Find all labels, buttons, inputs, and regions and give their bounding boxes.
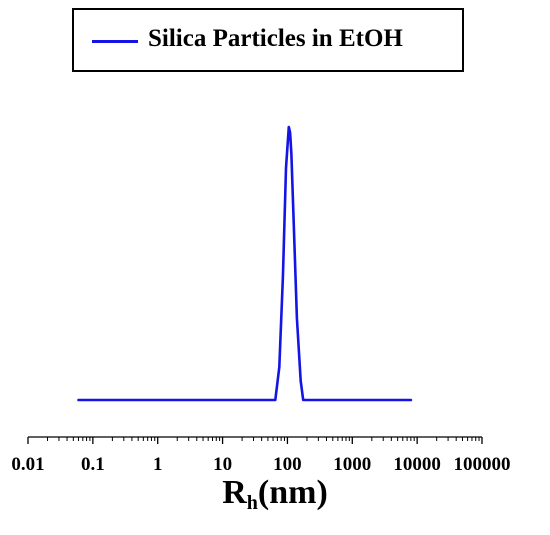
x-tick-label: 0.01 xyxy=(11,454,44,475)
x-tick-label: 100 xyxy=(273,454,302,475)
series-line xyxy=(77,125,413,402)
x-tick-labels: 0.01 0.1 1 10 100 1000 10000 100000 xyxy=(11,454,510,475)
legend-swatch xyxy=(92,40,138,43)
x-axis-label: Rh(nm) xyxy=(0,474,550,515)
legend: Silica Particles in EtOH xyxy=(72,8,464,72)
x-axis-label-main: R xyxy=(222,474,247,511)
series-layer xyxy=(77,125,413,402)
x-tick-label: 10000 xyxy=(393,454,441,475)
x-tick-label: 100000 xyxy=(454,454,511,475)
legend-label: Silica Particles in EtOH xyxy=(148,25,403,52)
x-tick-label: 1000 xyxy=(333,454,371,475)
x-axis-label-unit: (nm) xyxy=(257,474,328,511)
x-axis xyxy=(27,436,483,444)
x-tick-label: 10 xyxy=(213,454,232,475)
x-axis-label-subscript: h xyxy=(246,492,258,514)
x-tick-label: 0.1 xyxy=(81,454,105,475)
x-tick-label: 1 xyxy=(153,454,163,475)
